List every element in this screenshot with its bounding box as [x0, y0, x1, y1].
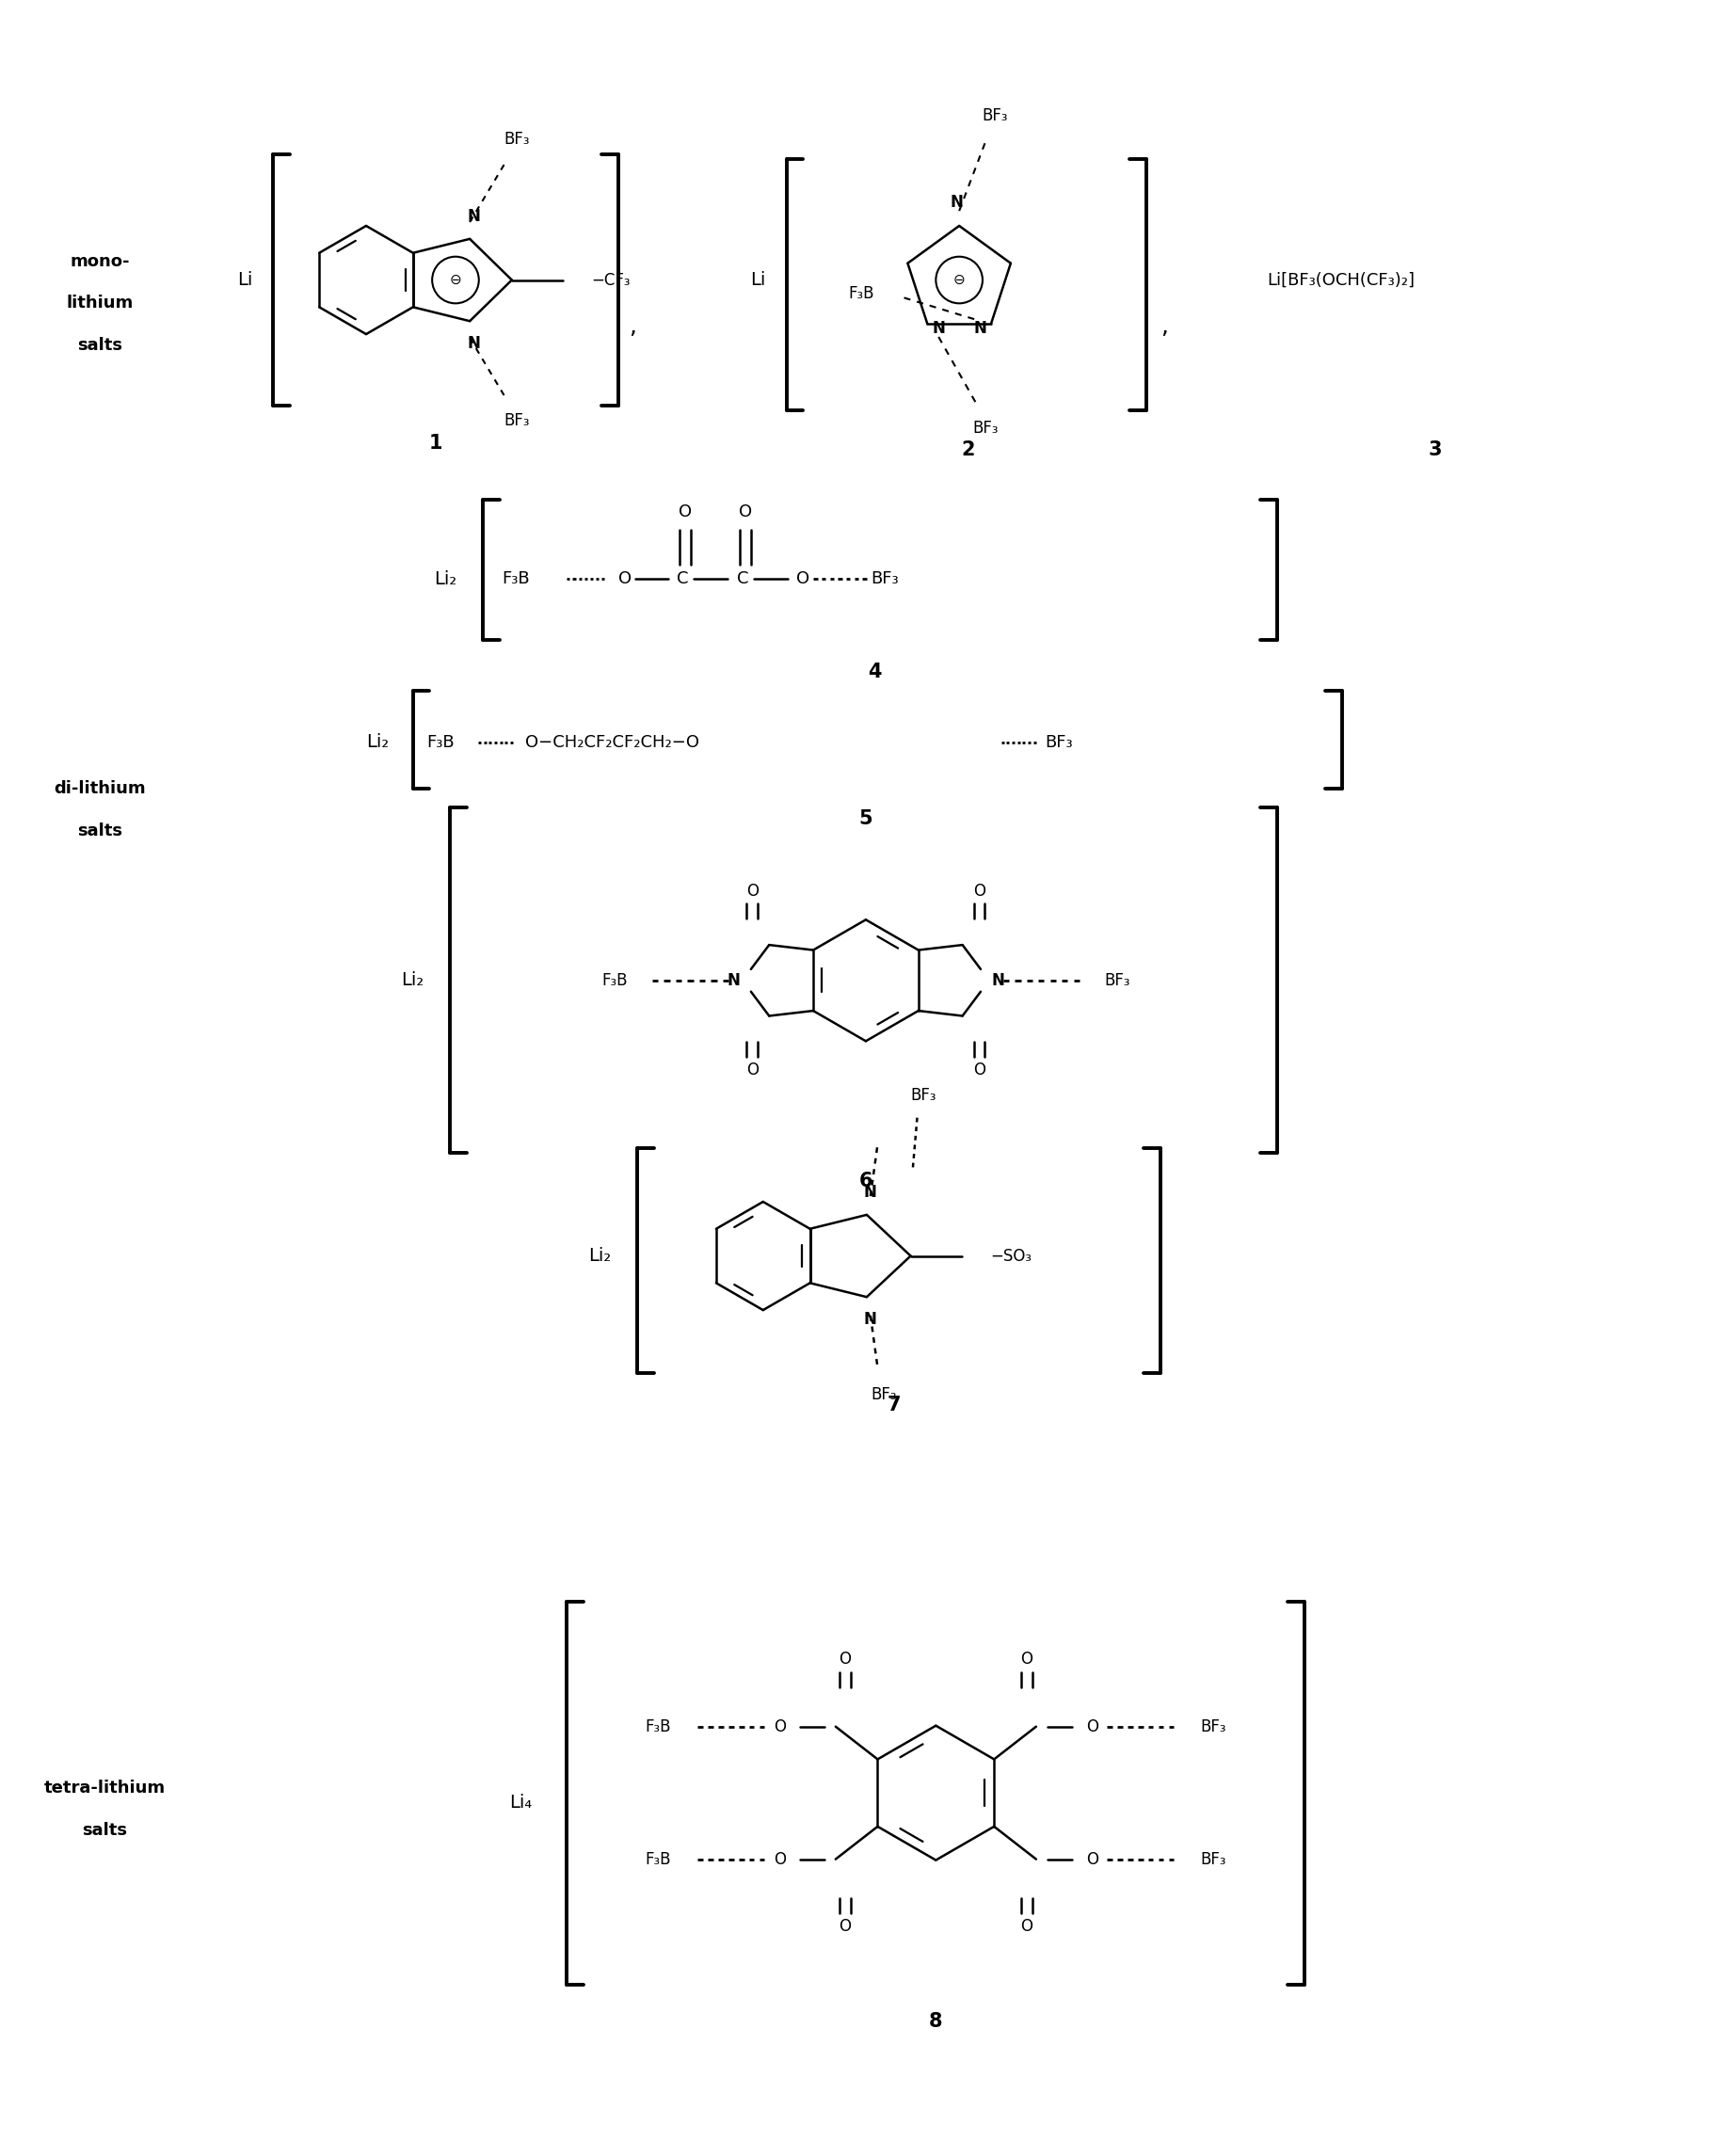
Text: O: O — [1020, 1651, 1032, 1669]
Text: O: O — [618, 571, 632, 586]
Text: O: O — [680, 502, 692, 520]
Text: −SO₃: −SO₃ — [990, 1248, 1031, 1263]
Text: O: O — [972, 882, 986, 899]
Text: F₃B: F₃B — [849, 285, 875, 302]
Text: tetra-lithium: tetra-lithium — [45, 1779, 166, 1796]
Text: BF₃: BF₃ — [1044, 733, 1073, 750]
Text: −CF₃: −CF₃ — [591, 272, 630, 289]
Text: O: O — [796, 571, 810, 586]
Text: Li₂: Li₂ — [435, 569, 457, 589]
Text: Li: Li — [236, 272, 252, 289]
Text: BF₃: BF₃ — [1104, 972, 1130, 990]
Text: N: N — [991, 972, 1005, 990]
Text: 7: 7 — [887, 1395, 901, 1414]
Text: C: C — [678, 571, 688, 586]
Text: mono-: mono- — [70, 252, 130, 270]
Text: N: N — [931, 319, 945, 336]
Text: O: O — [1085, 1718, 1099, 1736]
Text: O: O — [774, 1718, 786, 1736]
Text: di-lithium: di-lithium — [55, 780, 146, 798]
Text: O: O — [839, 1651, 851, 1669]
Text: 2: 2 — [962, 440, 976, 459]
Text: O: O — [746, 1061, 758, 1078]
Text: N: N — [950, 194, 962, 211]
Text: F₃B: F₃B — [601, 972, 628, 990]
Text: BF₃: BF₃ — [871, 1386, 897, 1404]
Text: F₃B: F₃B — [426, 733, 455, 750]
Text: N: N — [467, 334, 479, 351]
Text: salts: salts — [77, 824, 123, 839]
Text: N: N — [974, 319, 986, 336]
Text: O: O — [972, 1061, 986, 1078]
Text: N: N — [726, 972, 740, 990]
Text: Li[BF₃(OCH(CF₃)₂]: Li[BF₃(OCH(CF₃)₂] — [1267, 272, 1416, 289]
Text: 3: 3 — [1430, 440, 1443, 459]
Text: F₃B: F₃B — [645, 1718, 671, 1736]
Text: O: O — [746, 882, 758, 899]
Text: O−CH₂CF₂CF₂CH₂−O: O−CH₂CF₂CF₂CH₂−O — [526, 733, 698, 750]
Text: BF₃: BF₃ — [1200, 1850, 1226, 1867]
Text: 8: 8 — [930, 2012, 943, 2031]
Text: Li: Li — [750, 272, 765, 289]
Text: N: N — [467, 207, 479, 224]
Text: 5: 5 — [859, 808, 873, 828]
Text: Li₂: Li₂ — [401, 972, 425, 990]
Text: F₃B: F₃B — [502, 571, 529, 586]
Text: O: O — [774, 1850, 786, 1867]
Text: F₃B: F₃B — [645, 1850, 671, 1867]
Text: BF₃: BF₃ — [981, 108, 1008, 125]
Text: 6: 6 — [859, 1171, 873, 1190]
Text: ⊖: ⊖ — [954, 274, 966, 287]
Text: 1: 1 — [430, 433, 443, 453]
Text: N: N — [865, 1311, 877, 1328]
Text: 4: 4 — [868, 662, 882, 681]
Text: ⊖: ⊖ — [450, 274, 462, 287]
Text: BF₃: BF₃ — [870, 571, 899, 586]
Text: BF₃: BF₃ — [1200, 1718, 1226, 1736]
Text: salts: salts — [77, 336, 123, 354]
Text: Li₂: Li₂ — [366, 733, 389, 750]
Text: lithium: lithium — [67, 295, 134, 313]
Text: Li₂: Li₂ — [589, 1246, 611, 1266]
Text: BF₃: BF₃ — [911, 1087, 936, 1104]
Text: Li₄: Li₄ — [508, 1794, 532, 1811]
Text: ,: , — [1161, 315, 1169, 338]
Text: C: C — [736, 571, 748, 586]
Text: salts: salts — [82, 1822, 127, 1839]
Text: ,: , — [628, 315, 637, 338]
Text: O: O — [1085, 1850, 1099, 1867]
Text: BF₃: BF₃ — [972, 420, 998, 438]
Text: N: N — [865, 1184, 877, 1201]
Text: BF₃: BF₃ — [503, 412, 529, 429]
Text: O: O — [1020, 1919, 1032, 1934]
Text: O: O — [738, 502, 752, 520]
Text: BF₃: BF₃ — [503, 132, 529, 147]
Text: O: O — [839, 1919, 851, 1934]
